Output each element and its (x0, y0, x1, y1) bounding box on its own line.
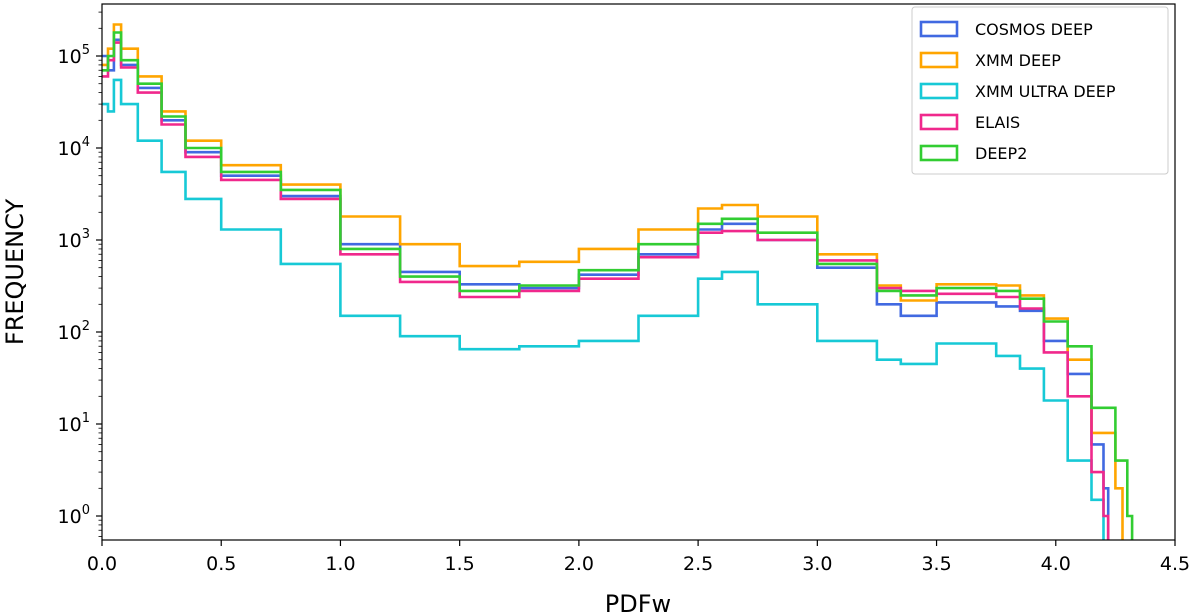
legend-swatch (919, 20, 959, 38)
x-axis: 0.0 0.5 1.0 1.5 2.0 2.5 3.0 3.5 4.0 4.5 (87, 540, 1190, 575)
x-tick-label: 3.0 (802, 553, 832, 575)
x-tick-label: 0.5 (206, 553, 236, 575)
x-tick-label: 4.0 (1041, 553, 1071, 575)
series-line-xmm-ultra-deep (102, 78, 1105, 540)
legend: COSMOS DEEP XMM DEEP XMM ULTRA DEEP ELAIS DE… (911, 6, 1169, 175)
series-line-deep2 (102, 31, 1134, 540)
y-axis-title: FREQUENCY (1, 199, 29, 346)
legend-swatch (919, 82, 959, 100)
legend-label: XMM DEEP (975, 51, 1061, 70)
legend-label: DEEP2 (975, 144, 1027, 163)
legend-label: XMM ULTRA DEEP (975, 82, 1116, 101)
legend-swatch (919, 144, 959, 162)
x-tick-label: 2.5 (683, 553, 713, 575)
y-tick-label: 102 (58, 319, 90, 344)
legend-box (911, 6, 1169, 175)
x-tick-label: 3.5 (921, 553, 951, 575)
legend-label: ELAIS (975, 113, 1020, 132)
x-axis-title: PDFw (605, 590, 671, 616)
legend-label: COSMOS DEEP (975, 20, 1093, 39)
series-layer (102, 23, 1134, 540)
legend-swatch (919, 113, 959, 131)
plot-frame (101, 3, 1176, 541)
x-tick-label: 2.0 (564, 553, 594, 575)
x-tick-label: 4.5 (1160, 553, 1190, 575)
legend-swatch (919, 51, 959, 69)
x-tick-label: 1.5 (445, 553, 475, 575)
x-tick-label: 1.0 (325, 553, 355, 575)
x-tick-label: 0.0 (87, 553, 117, 575)
